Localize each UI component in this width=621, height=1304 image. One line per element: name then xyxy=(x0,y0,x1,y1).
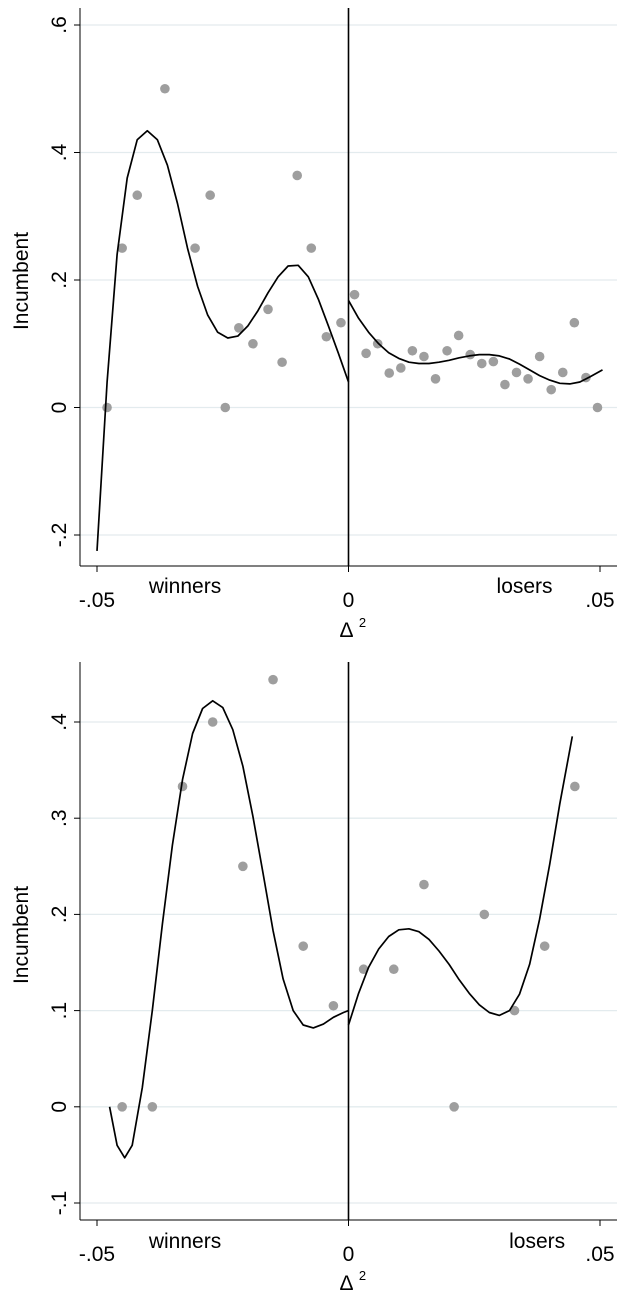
data-point xyxy=(523,374,533,384)
data-point xyxy=(160,83,170,94)
data-point xyxy=(539,941,550,951)
y-tick-label: .1 xyxy=(48,1002,71,1020)
data-point xyxy=(488,356,499,367)
fit-line-right xyxy=(347,736,574,1026)
data-point xyxy=(205,190,215,201)
y-tick-label: 0 xyxy=(48,1101,71,1113)
chart-panel-bottom: -.1 0 .1 .2 .3 .4 -.05 0 .05 winners losers Δ 2 Incum… xyxy=(10,662,617,1295)
data-point xyxy=(557,367,568,378)
data-point xyxy=(592,402,603,413)
data-point xyxy=(263,304,273,315)
data-point xyxy=(546,384,557,395)
data-point xyxy=(207,717,218,727)
annotation-winners: winners xyxy=(148,1230,221,1253)
data-point xyxy=(238,861,248,872)
data-point xyxy=(419,879,429,890)
data-point xyxy=(453,330,464,341)
x-axis-label: Δ xyxy=(339,1272,353,1295)
data-point xyxy=(570,781,580,792)
data-point xyxy=(234,323,244,333)
fit-line-left xyxy=(108,699,349,1159)
x-tick-label: 0 xyxy=(343,589,355,612)
data-point xyxy=(132,190,143,201)
x-tick-label: 0 xyxy=(343,1243,355,1266)
data-point xyxy=(117,1102,127,1112)
x-axis-label-superscript: 2 xyxy=(359,615,366,630)
data-point xyxy=(449,1102,459,1112)
data-point xyxy=(102,402,112,413)
data-point xyxy=(248,338,258,349)
data-point xyxy=(358,964,369,975)
data-point xyxy=(277,357,287,368)
x-tick-label: .05 xyxy=(585,589,614,612)
data-point xyxy=(220,402,231,413)
data-point xyxy=(442,345,452,356)
annotation-losers: losers xyxy=(497,575,553,598)
data-point xyxy=(321,331,332,342)
data-point xyxy=(349,289,360,300)
x-axis-label: Δ xyxy=(339,619,353,642)
y-tick-label: .6 xyxy=(48,16,71,34)
data-point xyxy=(388,964,399,975)
data-point xyxy=(509,1005,520,1016)
data-point xyxy=(177,781,188,792)
x-tick-label: .05 xyxy=(585,1243,614,1266)
data-point xyxy=(117,243,127,253)
data-point xyxy=(569,317,580,328)
y-axis-label: Incumbent xyxy=(10,232,33,330)
data-point xyxy=(396,363,406,373)
x-tick-label: -.05 xyxy=(79,589,115,612)
y-tick-label: 0 xyxy=(48,402,71,414)
data-point xyxy=(407,345,418,356)
data-point xyxy=(500,379,510,390)
data-point xyxy=(534,351,545,362)
x-axis-label-superscript: 2 xyxy=(359,1268,366,1283)
data-point xyxy=(476,358,487,369)
data-point xyxy=(268,674,278,685)
y-tick-label: .2 xyxy=(48,271,71,289)
y-tick-label: -.2 xyxy=(48,523,71,548)
y-tick-label: .2 xyxy=(48,906,71,924)
annotation-winners: winners xyxy=(148,575,221,598)
y-axis-label: Incumbent xyxy=(10,886,33,984)
fit-line-right xyxy=(347,299,603,385)
y-tick-label: .4 xyxy=(48,143,71,161)
y-tick-label: -.1 xyxy=(48,1191,71,1216)
data-point xyxy=(479,909,490,920)
data-point xyxy=(384,368,395,378)
data-point xyxy=(306,243,317,253)
data-point xyxy=(336,317,346,328)
data-point xyxy=(328,1000,339,1011)
annotation-losers: losers xyxy=(509,1230,565,1253)
data-point xyxy=(511,367,522,378)
fit-line-left xyxy=(96,129,350,551)
data-point xyxy=(419,351,429,362)
y-tick-label: .3 xyxy=(48,809,71,827)
data-point xyxy=(430,374,441,384)
data-point xyxy=(292,170,302,181)
data-point xyxy=(147,1102,158,1112)
data-point xyxy=(298,941,309,951)
x-tick-label: -.05 xyxy=(79,1243,115,1266)
y-tick-label: .4 xyxy=(48,713,71,731)
data-point xyxy=(190,243,200,253)
chart-panel-top: -.2 0 .2 .4 .6 -.05 0 .05 winners losers Δ 2 Incumbe… xyxy=(10,8,617,642)
data-point xyxy=(361,348,371,359)
